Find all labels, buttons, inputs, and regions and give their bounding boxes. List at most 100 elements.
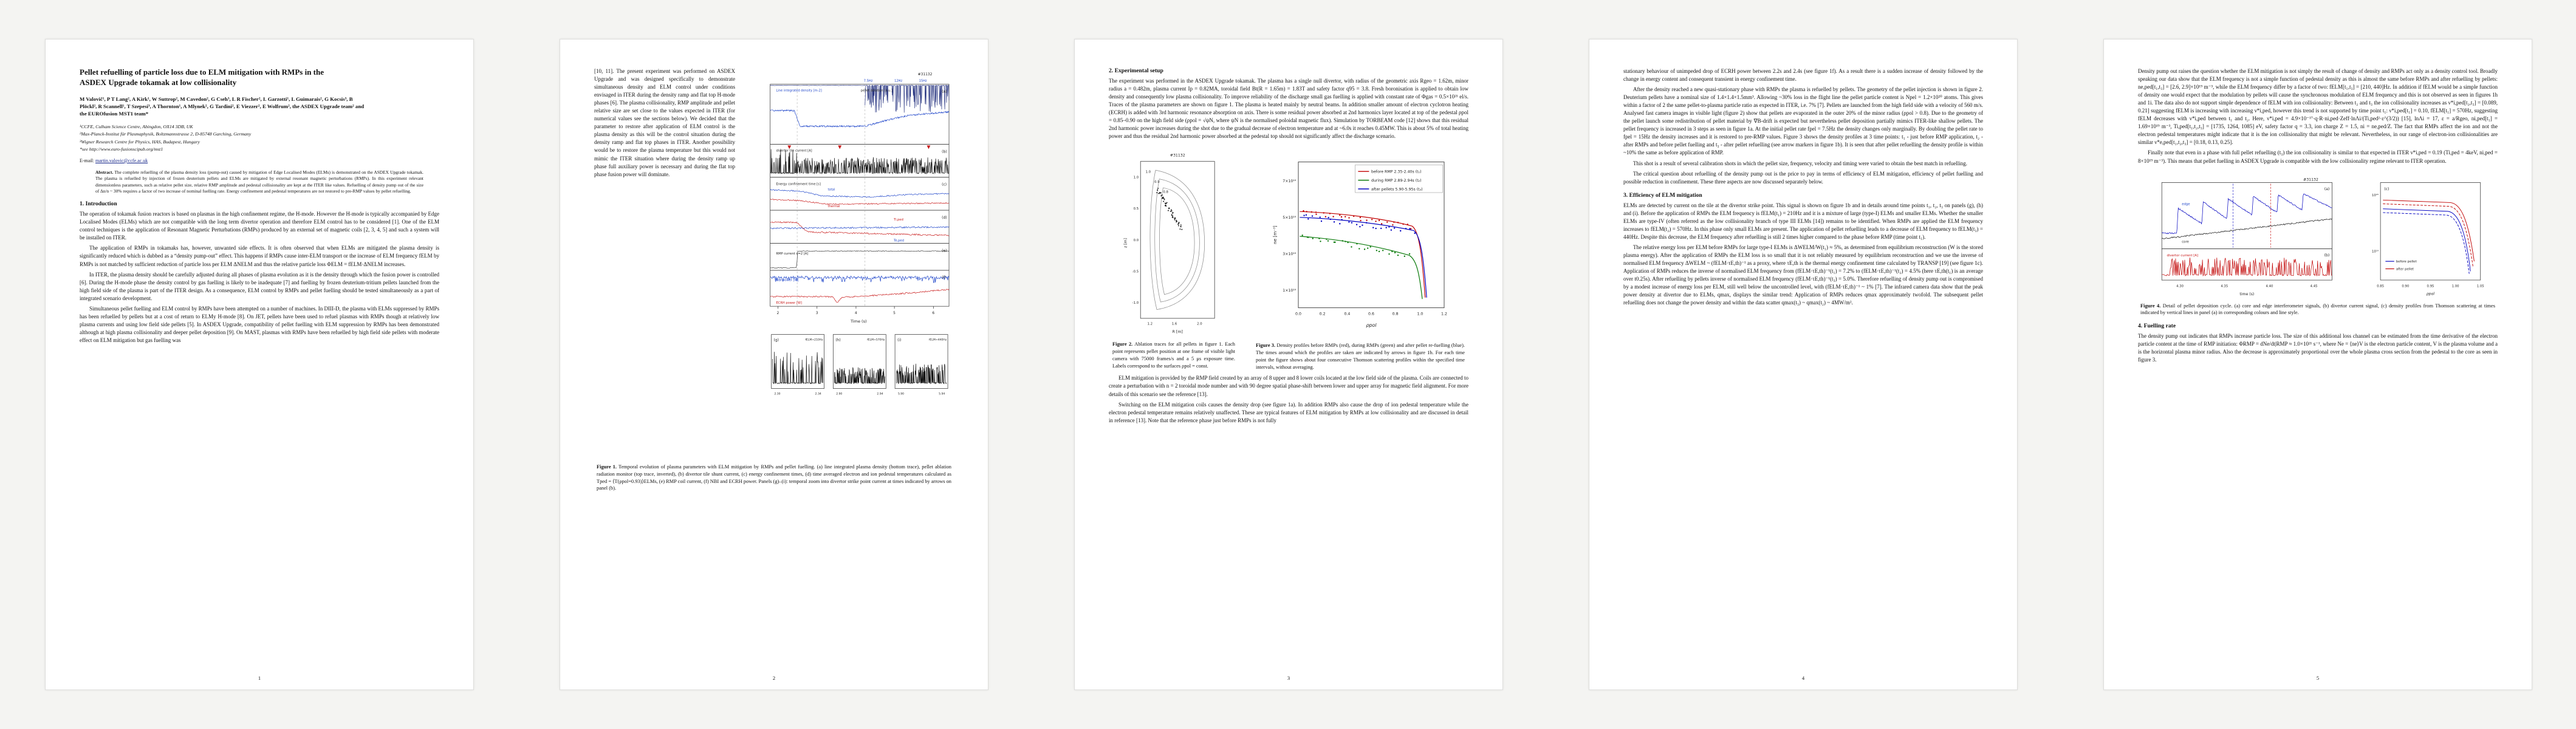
svg-text:0.2: 0.2	[1320, 312, 1326, 317]
figure-4-profile-plot: (c) 10²⁰ 10¹⁹ before pellet after pellet…	[2372, 182, 2484, 296]
section-4-heading: 4. Fuelling rate	[2138, 323, 2176, 330]
fig1-rate-1: 7.5Hz	[864, 80, 873, 83]
fig2-x-axis: 1.2 1.6 2.0 R [m]	[1147, 323, 1202, 334]
fig3-before-rmp-curve	[1300, 211, 1426, 298]
svg-text:(i): (i)	[897, 338, 901, 342]
paragraph: Finally note that even in a phase with f…	[2138, 149, 2498, 164]
fig2-ablation-dots	[1156, 188, 1183, 230]
fig2-surface-2: 0.9	[1154, 180, 1160, 184]
svg-text:2.0: 2.0	[1197, 323, 1202, 326]
svg-text:fELM=570Hz: fELM=570Hz	[867, 338, 885, 341]
fig1-tiped-label: Ti,ped	[893, 218, 903, 222]
figure-1-caption-label: Figure 1.	[597, 464, 617, 470]
figure-4-timetrace-plot: #31132 edge core divertor current [A] (a…	[2161, 177, 2332, 296]
svg-text:1×10¹⁹: 1×10¹⁹	[1283, 289, 1297, 293]
figure-3-caption: Figure 3. Density profiles before RMPs (…	[1256, 342, 1465, 371]
fig3-y-axis: 7×10¹⁹ 5×10¹⁹ 3×10¹⁹ 1×10¹⁹ ne [m⁻³]	[1272, 180, 1297, 293]
fig2-shot-label: #31132	[1170, 154, 1185, 158]
abstract-text: The complete refuelling of the plasma de…	[95, 169, 423, 194]
svg-text:(g): (g)	[774, 338, 779, 342]
fig3-scatter-green	[1301, 234, 1411, 258]
fig1-time-markers	[787, 145, 931, 149]
fig1-nbi-label: NBI power [W]	[776, 279, 799, 282]
svg-text:-0.5: -0.5	[1132, 270, 1139, 274]
fig4-after-dashed	[2383, 203, 2473, 266]
rmp-current-trace	[770, 250, 950, 269]
fig4-profile-curves	[2383, 199, 2475, 274]
svg-text:2: 2	[777, 312, 779, 315]
fig1-x-axis: 2 3 4 5 6 Time (s)	[777, 306, 934, 324]
svg-text:4: 4	[855, 312, 857, 315]
fig4-panel-b: (b)	[2324, 253, 2330, 258]
page-number: 3	[1287, 675, 1290, 681]
svg-text:0.0: 0.0	[1295, 312, 1301, 317]
fig4-panel-c: (c)	[2384, 187, 2389, 191]
svg-text:0.8: 0.8	[1392, 312, 1399, 317]
figure-1-caption: Figure 1. Temporal evolution of plasma p…	[597, 464, 951, 492]
svg-text:2.34: 2.34	[815, 392, 821, 395]
svg-text:1.05: 1.05	[2477, 284, 2484, 288]
fig1-thermal-label: thermal	[827, 205, 840, 208]
svg-text:1.6: 1.6	[1172, 323, 1177, 326]
paragraph: The application of RMPs in tokamaks has,…	[80, 245, 439, 267]
tau-total-trace	[770, 189, 950, 198]
fig3-scatter-red	[1303, 210, 1412, 230]
figure-3: before RMP 2.35-2.40s (t₁) during RMP 2.…	[1253, 149, 1467, 371]
section-3-heading: 3. Efficiency of ELM mitigation	[1623, 191, 1702, 199]
divertor-trace-2	[797, 157, 950, 175]
fig1-xlabel: Time (s)	[850, 319, 867, 324]
fig1-shot-label: #31132	[918, 73, 933, 77]
paragraph: Switching on the ELM mitigation coils ca…	[1109, 401, 1468, 423]
fig4-profile-x-axis: 0.85 0.90 0.95 1.00 1.05 ρpol	[2377, 284, 2484, 296]
page-number: 5	[2316, 675, 2320, 681]
figure-2: #31132 1.0 0.9 0.8 1.0 0.5 0.0 -0.5 -1.0	[1110, 149, 1238, 369]
page-1: Pellet refuelling of particle loss due t…	[45, 39, 474, 690]
section-1-heading: 1. Introduction	[80, 200, 117, 208]
fig4-before-solid	[2383, 208, 2471, 272]
fig4-x-axis: 4.30 4.35 4.40 4.45 time (s)	[2176, 284, 2317, 296]
page-5: Density pump out raises the question whe…	[2103, 39, 2532, 690]
svg-text:0.4: 0.4	[1344, 312, 1350, 317]
fig4-xlabel: time (s)	[2239, 292, 2254, 296]
svg-text:0.5: 0.5	[1134, 208, 1139, 211]
svg-text:(d): (d)	[942, 216, 947, 220]
fig4-core-trace	[2162, 217, 2332, 239]
figure-1-caption-text: Temporal evolution of plasma parameters …	[597, 464, 951, 491]
paragraph: stationary behaviour of unimpeded drop o…	[1623, 68, 1983, 83]
svg-text:1.2: 1.2	[1147, 323, 1153, 326]
svg-text:6: 6	[932, 312, 934, 315]
svg-text:0.0: 0.0	[1134, 239, 1139, 242]
paragraph: The relative energy loss per ELM before …	[1623, 244, 1983, 306]
svg-text:4.45: 4.45	[2311, 284, 2318, 288]
svg-text:5.90: 5.90	[898, 392, 904, 395]
fig3-legend: before RMP 2.35-2.40s (t₁) during RMP 2.…	[1355, 165, 1443, 193]
svg-text:5.94: 5.94	[939, 392, 945, 395]
figure-4-caption-text: Detail of pellet deposition cycle. (a) c…	[2140, 303, 2496, 316]
fig2-flux-surfaces	[1149, 170, 1205, 310]
svg-text:fELM=440Hz: fELM=440Hz	[929, 338, 947, 341]
fig3-during-rmp-curve	[1300, 236, 1423, 299]
figure-1-frames	[770, 84, 950, 389]
svg-text:3×10¹⁹: 3×10¹⁹	[1283, 253, 1297, 257]
svg-text:1.00: 1.00	[2452, 284, 2459, 288]
nbi-trace	[770, 275, 950, 283]
affiliation-3: ³Wigner Research Centre for Physics, HAS…	[80, 139, 200, 145]
tiped-trace	[770, 221, 950, 236]
fig4-ytick-19: 10¹⁹	[2372, 249, 2379, 253]
paragraph: ELMs are detected by current on the tile…	[1623, 202, 1983, 240]
email-link[interactable]: martin.valovic@ccfe.ac.uk	[95, 157, 148, 163]
fig3-legend-1: before RMP 2.35-2.40s (t₁)	[1371, 170, 1422, 174]
figure-2-plot: #31132 1.0 0.9 0.8 1.0 0.5 0.0 -0.5 -1.0	[1124, 154, 1215, 334]
fig2-y-axis: 1.0 0.5 0.0 -0.5 -1.0 z [m]	[1124, 176, 1139, 306]
abstract-label: Abstract.	[95, 169, 114, 175]
divertor-trace-1	[770, 148, 798, 174]
fig2-ylabel: z [m]	[1124, 238, 1128, 248]
zoom-h-trace	[834, 367, 885, 385]
section-2-heading: 2. Experimental setup	[1109, 67, 1163, 74]
fig3-scatter-blue	[1303, 214, 1416, 234]
svg-text:1.2: 1.2	[1441, 312, 1447, 317]
paragraph: Simultaneous pellet fuelling and ELM con…	[80, 305, 439, 343]
svg-text:(c): (c)	[942, 183, 947, 187]
svg-text:0.6: 0.6	[1368, 312, 1374, 317]
svg-text:0.95: 0.95	[2427, 284, 2434, 288]
